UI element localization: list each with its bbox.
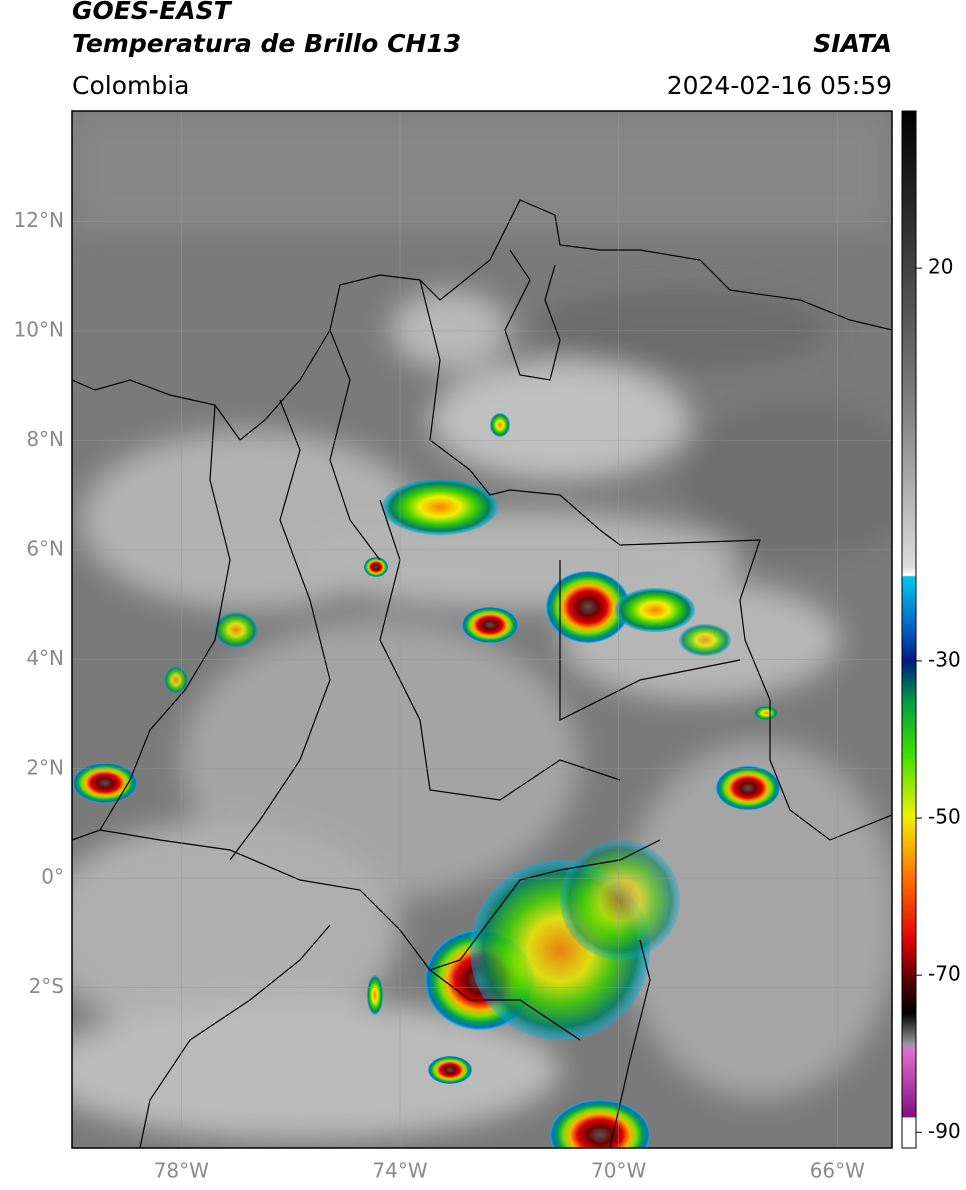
lat-tick-label: 4°N xyxy=(26,646,64,670)
datetime: 2024-02-16 05:59 xyxy=(667,71,892,100)
map-frame xyxy=(71,110,893,1149)
lat-tick-label: 2°S xyxy=(29,974,64,998)
lon-tick-label: 74°W xyxy=(372,1159,427,1183)
lat-tick-label: 6°N xyxy=(26,536,64,560)
title-line2: Temperatura de Brillo CH13 xyxy=(72,29,461,58)
lat-tick-label: 0° xyxy=(41,865,64,889)
graticule xyxy=(72,111,892,1148)
lon-tick-label: 70°W xyxy=(591,1159,646,1183)
colorbar-tick-label: -30 xyxy=(928,647,961,671)
lon-tick-label: 66°W xyxy=(810,1159,865,1183)
title-line1: GOES-EAST xyxy=(72,0,233,25)
brand: SIATA xyxy=(813,29,892,58)
colorbar-tick-label: 20 xyxy=(928,255,953,279)
lat-tick-label: 2°N xyxy=(26,755,64,779)
lat-tick-label: 8°N xyxy=(26,427,64,451)
satellite-image xyxy=(72,111,892,1148)
region: Colombia xyxy=(72,71,189,100)
lat-tick-label: 10°N xyxy=(14,317,64,341)
lat-tick-label: 12°N xyxy=(14,208,64,232)
colorbar-tick-label: -90 xyxy=(928,1119,961,1143)
lon-tick-label: 78°W xyxy=(154,1159,209,1183)
colorbar xyxy=(901,110,917,1149)
colorbar-tick-label: -50 xyxy=(928,805,961,829)
colorbar-tick-label: -70 xyxy=(928,962,961,986)
